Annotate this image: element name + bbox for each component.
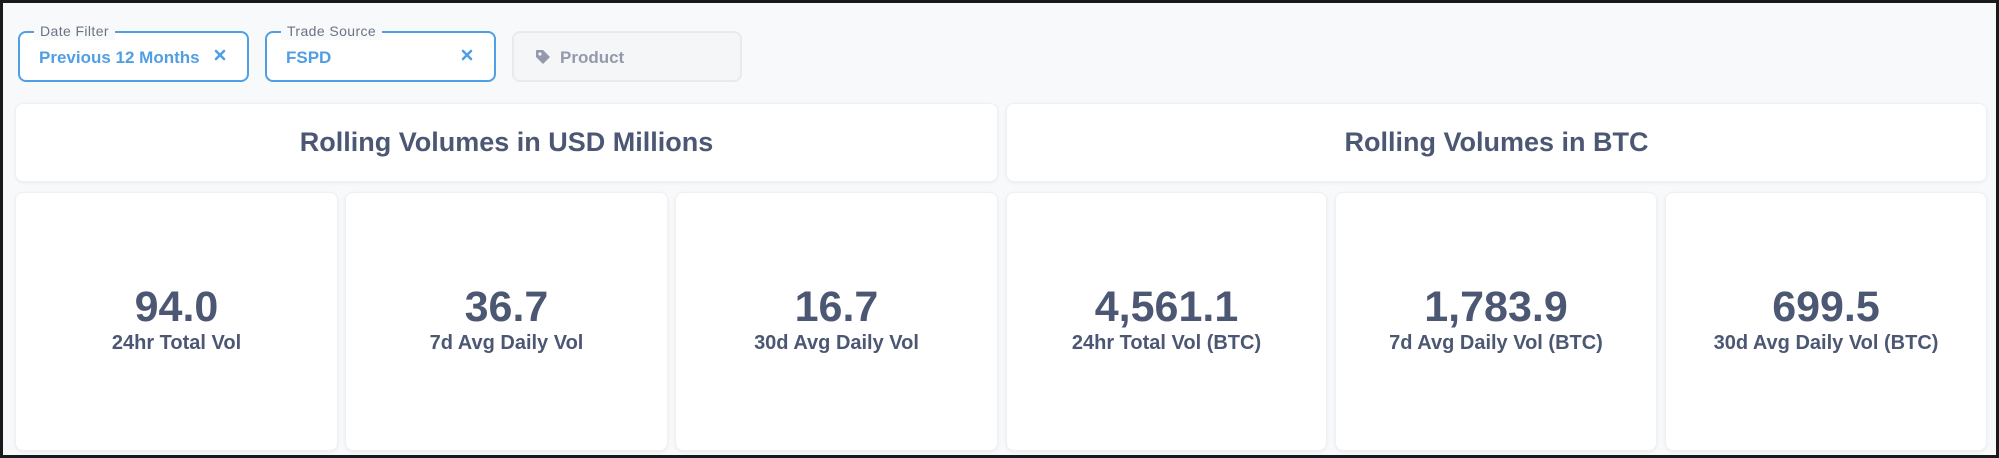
metric-value: 16.7 — [794, 283, 879, 331]
metric-card-24hr-usd[interactable]: 94.0 24hr Total Vol — [15, 192, 338, 451]
close-icon[interactable] — [458, 46, 476, 64]
trade-source-filter[interactable]: Trade Source FSPD — [265, 22, 496, 82]
metric-card-30d-btc[interactable]: 699.5 30d Avg Daily Vol (BTC) — [1665, 192, 1987, 451]
product-filter[interactable]: Product — [512, 31, 742, 82]
metric-value: 1,783.9 — [1424, 283, 1568, 331]
metric-value: 94.0 — [134, 283, 219, 331]
btc-section-header: Rolling Volumes in BTC — [1006, 103, 1987, 182]
metric-card-7d-usd[interactable]: 36.7 7d Avg Daily Vol — [345, 192, 668, 451]
usd-section-header: Rolling Volumes in USD Millions — [15, 103, 998, 182]
tag-icon — [536, 50, 550, 64]
date-filter[interactable]: Date Filter Previous 12 Months — [18, 22, 249, 82]
trade-source-value: FSPD — [286, 48, 332, 67]
metric-label: 30d Avg Daily Vol — [754, 332, 919, 354]
metric-value: 36.7 — [464, 283, 549, 331]
product-filter-placeholder: Product — [560, 48, 625, 67]
metric-label: 30d Avg Daily Vol (BTC) — [1713, 332, 1939, 354]
metric-value: 699.5 — [1772, 283, 1880, 331]
usd-section-title: Rolling Volumes in USD Millions — [299, 127, 714, 157]
metric-value: 4,561.1 — [1094, 283, 1239, 331]
metric-label: 24hr Total Vol (BTC) — [1071, 332, 1262, 354]
metric-card-30d-usd[interactable]: 16.7 30d Avg Daily Vol — [675, 192, 998, 451]
metric-label: 7d Avg Daily Vol (BTC) — [1389, 332, 1603, 354]
date-filter-label: Date Filter — [34, 22, 115, 40]
metric-card-24hr-btc[interactable]: 4,561.1 24hr Total Vol (BTC) — [1006, 192, 1327, 451]
close-icon[interactable] — [211, 46, 229, 64]
date-filter-value: Previous 12 Months — [39, 48, 200, 67]
trade-source-label: Trade Source — [281, 22, 383, 40]
metric-card-7d-btc[interactable]: 1,783.9 7d Avg Daily Vol (BTC) — [1335, 192, 1657, 451]
btc-section-title: Rolling Volumes in BTC — [1344, 127, 1649, 157]
metric-label: 7d Avg Daily Vol — [429, 332, 584, 354]
metric-label: 24hr Total Vol — [111, 332, 242, 354]
